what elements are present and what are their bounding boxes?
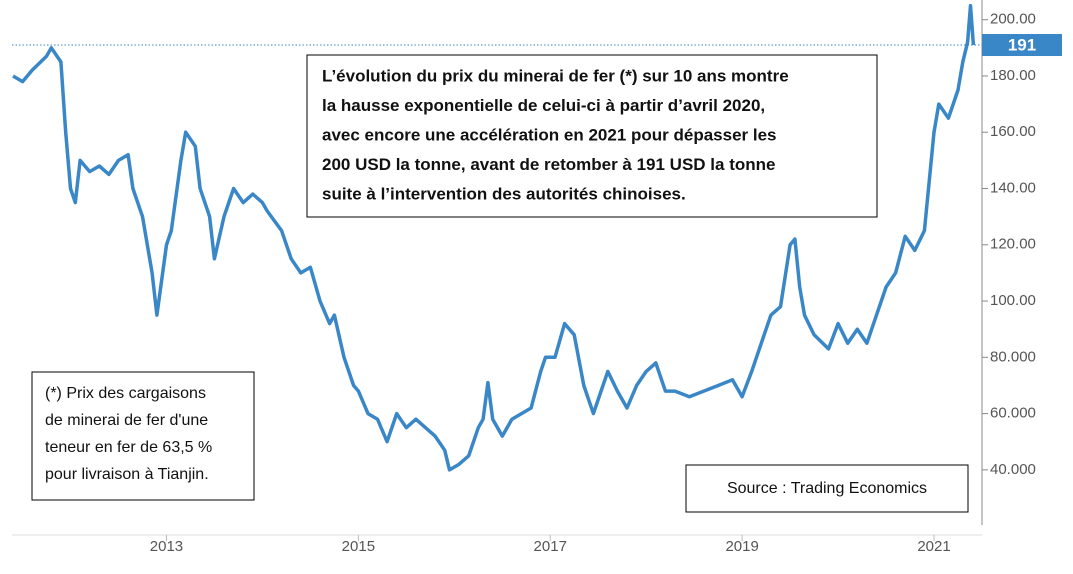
y-tick-label: 40.000 [990,461,1036,478]
last-value-tag [982,34,1062,57]
price-line [12,3,976,472]
annotation-text: la hausse exponentielle de celui-ci à pa… [322,96,765,115]
last-value-label: 191 [1008,36,1036,55]
y-tick-label: 180.00 [990,67,1036,84]
y-tick-label: 140.00 [990,179,1036,196]
x-tick-label: 2017 [534,538,567,555]
y-tick-label: 100.00 [990,292,1036,309]
annotation-text: suite à l’intervention des autorités chi… [322,184,686,203]
y-tick-label: 80.000 [990,348,1036,365]
source-text: Source : Trading Economics [727,480,927,497]
y-tick-label: 200.00 [990,11,1036,28]
y-tick-label: 120.00 [990,236,1036,253]
y-tick-label: 160.00 [990,123,1036,140]
footnote-text: teneur en fer de 63,5 % [45,439,212,456]
footnote-text: de minerai de fer d'une [45,412,208,429]
x-tick-label: 2019 [725,538,758,555]
x-tick-label: 2021 [917,538,950,555]
x-tick-label: 2015 [342,538,375,555]
annotation-box [306,54,878,218]
y-tick-label: 60.000 [990,405,1036,422]
footnote-box [31,371,255,501]
footnote-text: (*) Prix des cargaisons [45,385,206,402]
footnote-text: pour livraison à Tianjin. [45,466,209,483]
annotation-text: avec encore une accélération en 2021 pou… [322,125,777,144]
annotation-text: 200 USD la tonne, avant de retomber à 19… [322,155,775,174]
annotation-text: L’évolution du prix du minerai de fer (*… [322,66,789,85]
source-box [685,464,969,513]
x-tick-label: 2013 [150,538,183,555]
